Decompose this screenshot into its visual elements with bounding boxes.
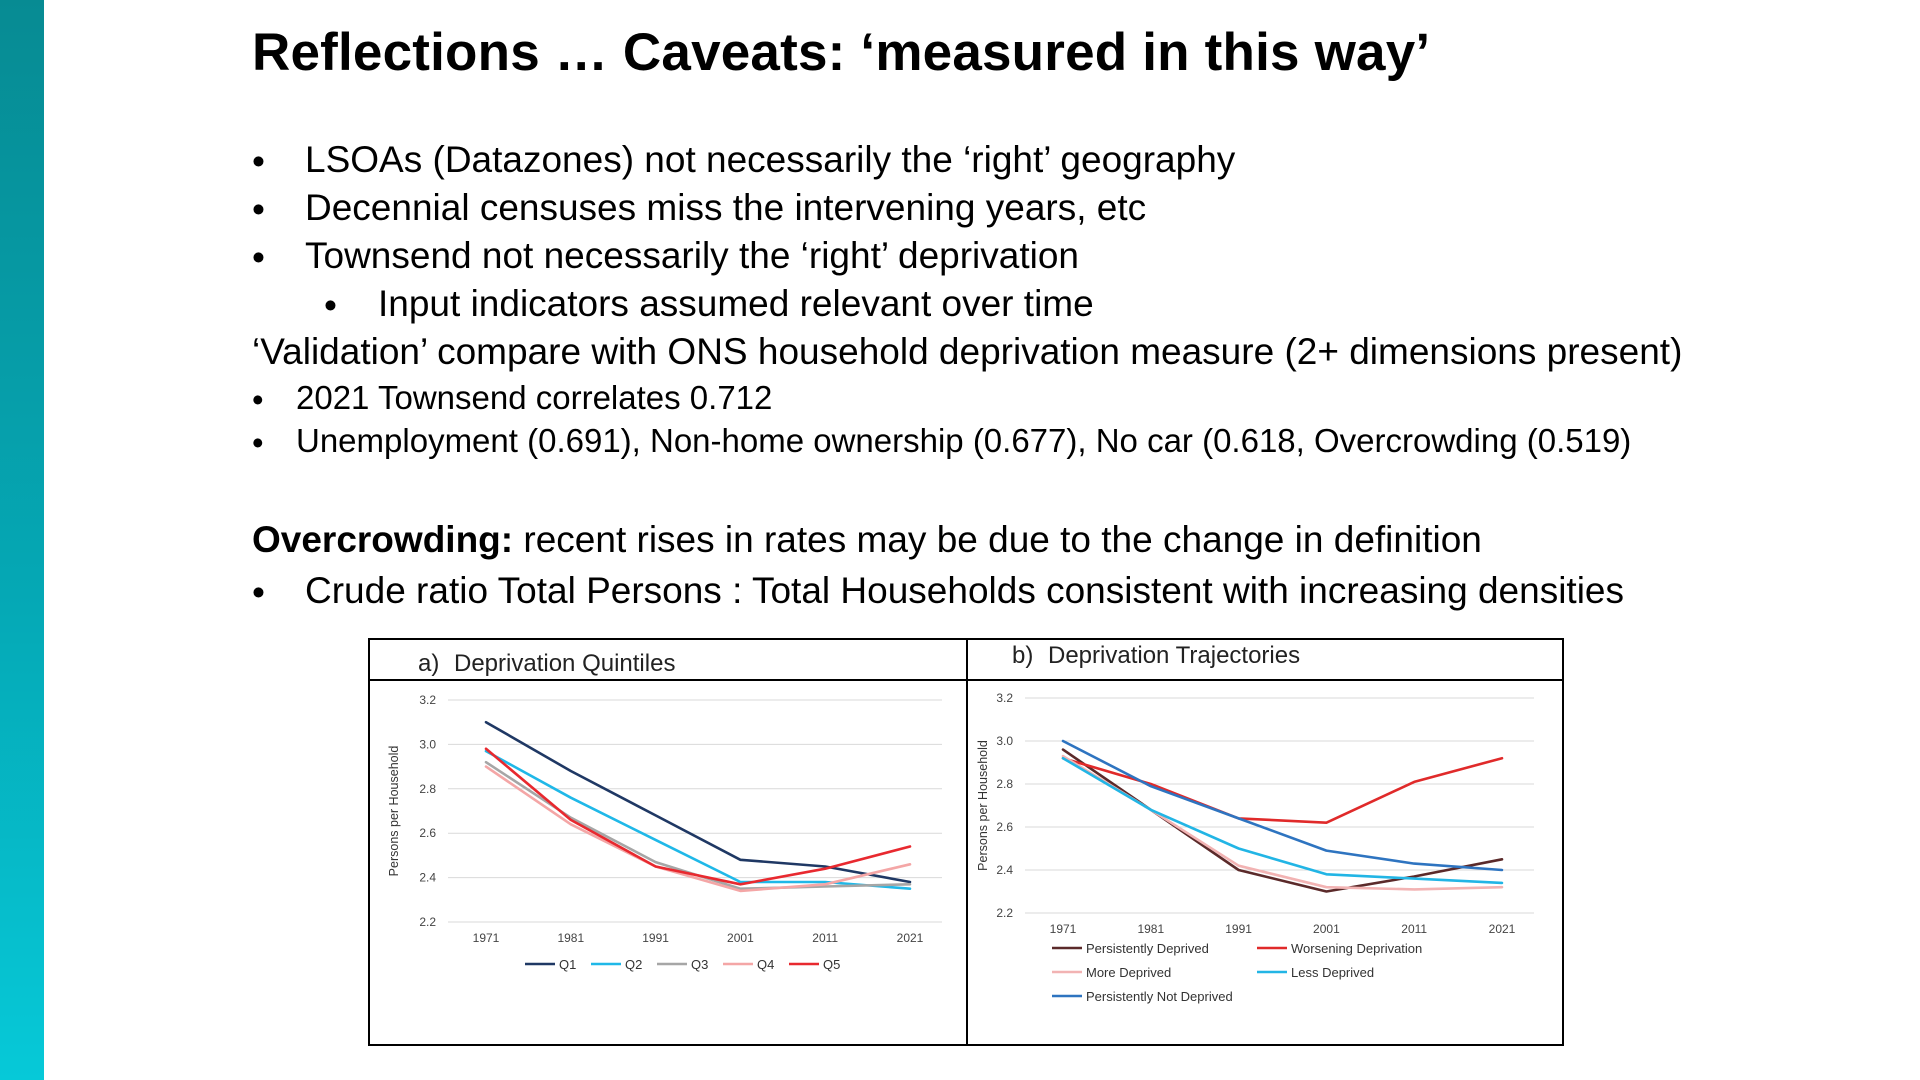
series-line-q1 [484,720,912,884]
series-line-q5 [484,747,912,886]
x-tick-label: 1981 [557,931,584,945]
x-tick-label: 1991 [1225,922,1252,936]
y-axis-label: Persons per Household [976,740,990,871]
y-tick-label: 2.6 [419,826,436,840]
y-tick-label: 2.8 [419,782,436,796]
x-tick-label: 1971 [1050,922,1077,936]
x-tick-label: 2011 [812,931,838,945]
bullet-townsend-correlation: 2021 Townsend correlates 0.712 [296,379,773,416]
y-axis-label: Persons per Household [387,746,401,877]
y-tick-label: 3.0 [419,737,436,751]
series-line-q2 [484,749,912,890]
y-tick-label: 2.6 [996,820,1013,834]
bullet-glyph: • [252,189,265,230]
y-tick-label: 2.2 [996,906,1013,920]
panel-title: Deprivation Trajectories [1048,642,1300,669]
bullet-crude-ratio: Crude ratio Total Persons : Total Househ… [305,570,1625,611]
x-tick-label: 2001 [727,931,754,945]
panel-label: b) [1012,642,1033,669]
x-tick-label: 1981 [1137,922,1164,936]
y-tick-label: 2.4 [996,863,1013,877]
legend-label-more-deprived: More Deprived [1086,965,1171,980]
y-tick-label: 3.2 [996,691,1013,705]
overcrowding-label: Overcrowding: [252,519,514,560]
bullet-glyph: • [252,141,265,182]
x-tick-label: 2001 [1313,922,1340,936]
bullet-glyph: • [252,424,264,461]
panel-title: Deprivation Quintiles [454,650,675,677]
overcrowding-heading: Overcrowding: recent rises in rates may … [252,519,1482,561]
bullet-censuses: Decennial censuses miss the intervening … [305,187,1147,228]
legend-label-q4: Q4 [757,957,774,972]
sub-bullet-glyph: • [324,285,337,326]
legend-label-worsening-deprivation: Worsening Deprivation [1291,941,1422,956]
legend-label-q5: Q5 [823,957,840,972]
y-tick-label: 3.2 [419,693,436,707]
slide-title: Reflections … Caveats: ‘measured in this… [252,23,1431,82]
series-line-persistently-not-deprived [1061,739,1504,872]
x-tick-label: 2011 [1401,922,1427,936]
legend-label-q1: Q1 [559,957,576,972]
legend-label-less-deprived: Less Deprived [1291,965,1374,980]
bullet-glyph: • [252,381,264,418]
x-tick-label: 1971 [473,931,500,945]
chart-panel-a: a) Deprivation Quintiles 2.2 2.4 2.6 2.8 3.0 3.… [370,650,967,972]
y-tick-label: 3.0 [996,734,1013,748]
sub-bullet-indicators: Input indicators assumed relevant over t… [378,283,1094,324]
y-tick-label: 2.2 [419,915,436,929]
validation-line: ‘Validation’ compare with ONS household … [252,331,1683,372]
x-tick-label: 1991 [642,931,669,945]
legend-label-persistently-deprived: Persistently Deprived [1086,941,1209,956]
panel-label: a) [418,650,439,677]
x-tick-label: 2021 [897,931,924,945]
y-tick-label: 2.8 [996,777,1013,791]
series-line-less-deprived [1061,756,1504,885]
bullet-geography: LSOAs (Datazones) not necessarily the ‘r… [305,139,1236,180]
chart-svg: a) Deprivation Quintiles 2.2 2.4 2.6 2.8 3.0 3.… [370,640,1562,1044]
bullet-glyph: • [252,237,265,278]
side-accent-bar [0,0,44,1080]
legend-label-persistently-not-deprived: Persistently Not Deprived [1086,989,1233,1004]
chart-panel-b: b) Deprivation Trajectories 2.2 2.4 2.6 2.8 3.… [967,642,1562,1004]
bullet-indicator-correlations: Unemployment (0.691), Non-home ownership… [296,422,1632,459]
bullet-glyph: • [252,572,265,613]
y-tick-label: 2.4 [419,871,436,885]
x-tick-label: 2021 [1489,922,1516,936]
bullet-townsend: Townsend not necessarily the ‘right’ dep… [305,235,1080,276]
series-line-worsening-deprivation [1061,756,1504,824]
series-line-q4 [484,765,912,893]
overcrowding-text: recent rises in rates may be due to the … [513,519,1482,560]
chart-figure: a) Deprivation Quintiles 2.2 2.4 2.6 2.8 3.0 3.… [368,638,1564,1046]
legend-label-q2: Q2 [625,957,642,972]
legend-label-q3: Q3 [691,957,708,972]
